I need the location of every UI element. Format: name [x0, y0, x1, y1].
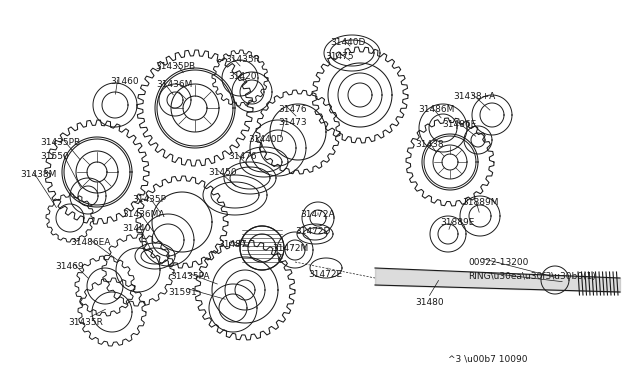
Text: 31435PB: 31435PB — [40, 138, 80, 147]
Text: 31440: 31440 — [122, 224, 150, 233]
Text: 31473: 31473 — [278, 118, 307, 127]
Text: 00922-13200: 00922-13200 — [468, 258, 529, 267]
Text: 31435P: 31435P — [132, 195, 166, 204]
Text: 31435R: 31435R — [68, 318, 103, 327]
Text: 31475: 31475 — [325, 52, 354, 61]
Text: 31476: 31476 — [278, 105, 307, 114]
Text: 31486M: 31486M — [418, 105, 454, 114]
Text: 31889M: 31889M — [462, 198, 499, 207]
Text: 31440D: 31440D — [248, 135, 284, 144]
Text: ^3 \u00b7 10090: ^3 \u00b7 10090 — [448, 355, 527, 364]
Text: 31438+A: 31438+A — [453, 92, 495, 101]
Text: 31450: 31450 — [208, 168, 237, 177]
Text: 31591: 31591 — [168, 288, 196, 297]
Text: 31472E: 31472E — [308, 270, 342, 279]
Text: 31472M: 31472M — [272, 244, 308, 253]
Text: 31435PA: 31435PA — [170, 272, 209, 281]
Text: 31469: 31469 — [55, 262, 84, 271]
Text: RING\u30ea\u30f3\u30b0(1): RING\u30ea\u30f3\u30b0(1) — [468, 272, 596, 281]
Text: 31438M: 31438M — [20, 170, 56, 179]
Text: 31440D: 31440D — [330, 38, 365, 47]
Text: 31435PB: 31435PB — [155, 62, 195, 71]
Text: 31438: 31438 — [415, 140, 444, 149]
Text: 31476: 31476 — [228, 152, 257, 161]
Text: 31889E: 31889E — [440, 218, 474, 227]
Text: 31480: 31480 — [415, 298, 444, 307]
Text: 31420: 31420 — [228, 72, 257, 81]
Text: 31486E: 31486E — [442, 120, 476, 129]
Text: 31436MA: 31436MA — [122, 210, 164, 219]
Text: 31472A: 31472A — [300, 210, 335, 219]
Text: 31436M: 31436M — [156, 80, 193, 89]
Text: 31550: 31550 — [40, 152, 68, 161]
Text: 31460: 31460 — [110, 77, 139, 86]
Text: 31487: 31487 — [218, 240, 246, 249]
Text: 31435R: 31435R — [225, 55, 260, 64]
Text: 31486EA: 31486EA — [70, 238, 110, 247]
Text: 31472D: 31472D — [295, 227, 330, 236]
